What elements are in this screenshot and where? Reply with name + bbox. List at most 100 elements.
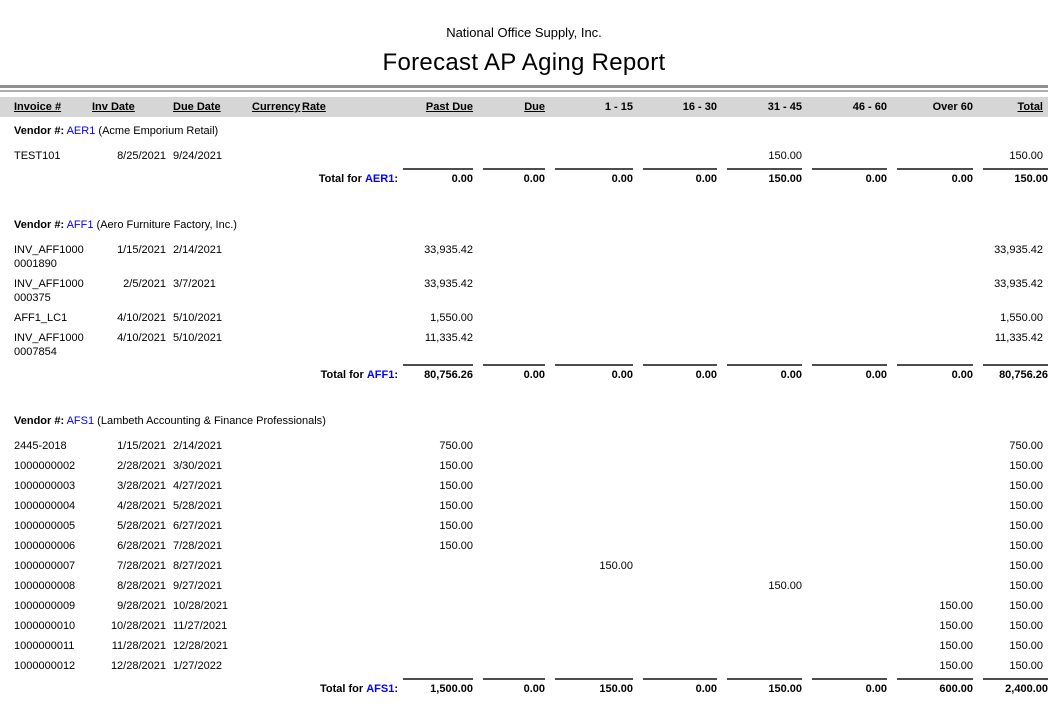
invoice-date: 8/28/2021 [117, 580, 166, 592]
invoice-row: 1000000009 9/28/2021 10/28/2021 150.00 150.0… [0, 596, 1048, 616]
amount-past-due: 11,335.42 [424, 332, 473, 344]
amount-bucket-1-15 [545, 576, 633, 596]
invoice-row: 1000000008 8/28/2021 9/27/2021 150.00 150.00 [0, 576, 1048, 596]
divider-line-top [0, 85, 1048, 88]
col-header-total: Total [1017, 101, 1043, 113]
amount-total: 11,335.42 [994, 332, 1043, 344]
amount-total: 150.00 [1009, 520, 1043, 532]
vendor-header: Vendor #: AFS1 Lambeth Accounting & Fina… [0, 388, 1048, 436]
total-bucket-16-30: 0.00 [633, 166, 717, 192]
amount-bucket-16-30 [633, 536, 717, 556]
invoice-row: 1000000006 6/28/2021 7/28/2021 150.00 150.00 [0, 536, 1048, 556]
rate-cell [302, 596, 338, 616]
rate-cell [302, 516, 338, 536]
amount-due [473, 496, 545, 516]
invoice-date: 4/10/2021 [117, 332, 166, 344]
due-date: 2/14/2021 [173, 244, 222, 256]
amount-due [473, 556, 545, 576]
invoice-number: INV_AFF10000007854 [14, 332, 84, 358]
amount-over-60 [887, 328, 973, 362]
amount-bucket-46-60 [802, 576, 887, 596]
col-header-invoice: Invoice # [14, 101, 62, 113]
due-date: 5/10/2021 [173, 332, 222, 344]
invoice-date: 11/28/2021 [111, 640, 166, 652]
amount-total: 750.00 [1009, 440, 1043, 452]
total-rule-line: 0.00 [812, 364, 887, 382]
vendor-code-link[interactable]: AFF1 [66, 219, 94, 231]
total-due: 0.00 [473, 676, 545, 702]
amount-over-60 [887, 496, 973, 516]
rate-cell [302, 240, 338, 274]
amount-over-60: 150.00 [939, 640, 973, 652]
amount-over-60 [887, 240, 973, 274]
col-header-1-15: 1 - 15 [604, 101, 633, 113]
amount-bucket-1-15 [545, 274, 633, 308]
due-date: 9/27/2021 [173, 580, 222, 592]
invoice-date: 2/5/2021 [123, 278, 166, 290]
amount-due [473, 536, 545, 556]
currency-cell [248, 436, 302, 456]
amount-bucket-46-60 [802, 240, 887, 274]
vendor-code-link[interactable]: AER1 [66, 125, 96, 137]
amount-bucket-1-15 [545, 596, 633, 616]
amount-bucket-46-60 [802, 516, 887, 536]
vendor-name: Lambeth Accounting & Finance Professiona… [97, 415, 326, 427]
rate-cell [302, 308, 338, 328]
invoice-date: 12/28/2021 [110, 660, 166, 672]
amount-bucket-1-15 [545, 496, 633, 516]
amount-over-60 [887, 308, 973, 328]
total-rule-line: 0.00 [555, 364, 633, 382]
rate-cell [302, 146, 338, 166]
due-date: 11/27/2021 [173, 620, 228, 632]
amount-past-due [338, 576, 473, 596]
due-date: 2/14/2021 [173, 440, 222, 452]
invoice-number: 1000000009 [14, 600, 76, 612]
total-past-due: 80,756.26 [338, 362, 473, 388]
invoice-number: 1000000007 [14, 560, 76, 572]
company-name: National Office Supply, Inc. [446, 25, 602, 40]
rate-cell [302, 476, 338, 496]
total-rule-line: 0.00 [555, 168, 633, 186]
total-bucket-46-60: 0.00 [802, 676, 887, 702]
invoice-number: 1000000010 [14, 620, 76, 632]
amount-due [473, 328, 545, 362]
invoice-number: 1000000012 [14, 660, 76, 672]
amount-bucket-16-30 [633, 436, 717, 456]
amount-past-due: 33,935.42 [424, 244, 473, 256]
invoice-row: 1000000007 7/28/2021 8/27/2021 150.00 150.00 [0, 556, 1048, 576]
amount-due [473, 656, 545, 676]
total-rule-line: 0.00 [812, 678, 887, 696]
amount-bucket-31-45 [717, 328, 802, 362]
vendor-header-row: Vendor #: AFS1 Lambeth Accounting & Fina… [0, 388, 1048, 436]
amount-over-60 [887, 536, 973, 556]
amount-bucket-31-45 [717, 656, 802, 676]
amount-bucket-31-45 [717, 536, 802, 556]
invoice-row: 1000000012 12/28/2021 1/27/2022 150.00 150.0… [0, 656, 1048, 676]
total-rule-line: 0.00 [483, 168, 545, 186]
amount-bucket-1-15 [545, 436, 633, 456]
vendor-total-label: Total for AFF1: [320, 369, 398, 381]
amount-bucket-1-15 [545, 308, 633, 328]
amount-over-60 [887, 146, 973, 166]
vendor-header: Vendor #: AER1 Acme Emporium Retail [0, 117, 1048, 146]
total-rule-line: 150.00 [727, 168, 802, 186]
amount-due [473, 576, 545, 596]
total-over-60: 0.00 [887, 362, 973, 388]
amount-bucket-16-30 [633, 576, 717, 596]
amount-past-due: 1,550.00 [430, 312, 473, 324]
invoice-date: 4/10/2021 [117, 312, 166, 324]
vendor-code-link[interactable]: AFS1 [66, 415, 95, 427]
invoice-date: 9/28/2021 [117, 600, 166, 612]
invoice-row: 1000000004 4/28/2021 5/28/2021 150.00 150.00 [0, 496, 1048, 516]
invoice-row: INV_AFF1000000375 2/5/2021 3/7/2021 33,935.… [0, 274, 1048, 308]
amount-total: 150.00 [1009, 640, 1043, 652]
total-rule-line: 0.00 [812, 168, 887, 186]
total-rule-line: 0.00 [403, 168, 473, 186]
amount-due [473, 456, 545, 476]
amount-bucket-1-15 [545, 656, 633, 676]
invoice-date: 5/28/2021 [117, 520, 166, 532]
vendor-code: AFF1 [366, 369, 395, 381]
total-rule-line: 0.00 [643, 678, 717, 696]
amount-bucket-31-45 [717, 596, 802, 616]
